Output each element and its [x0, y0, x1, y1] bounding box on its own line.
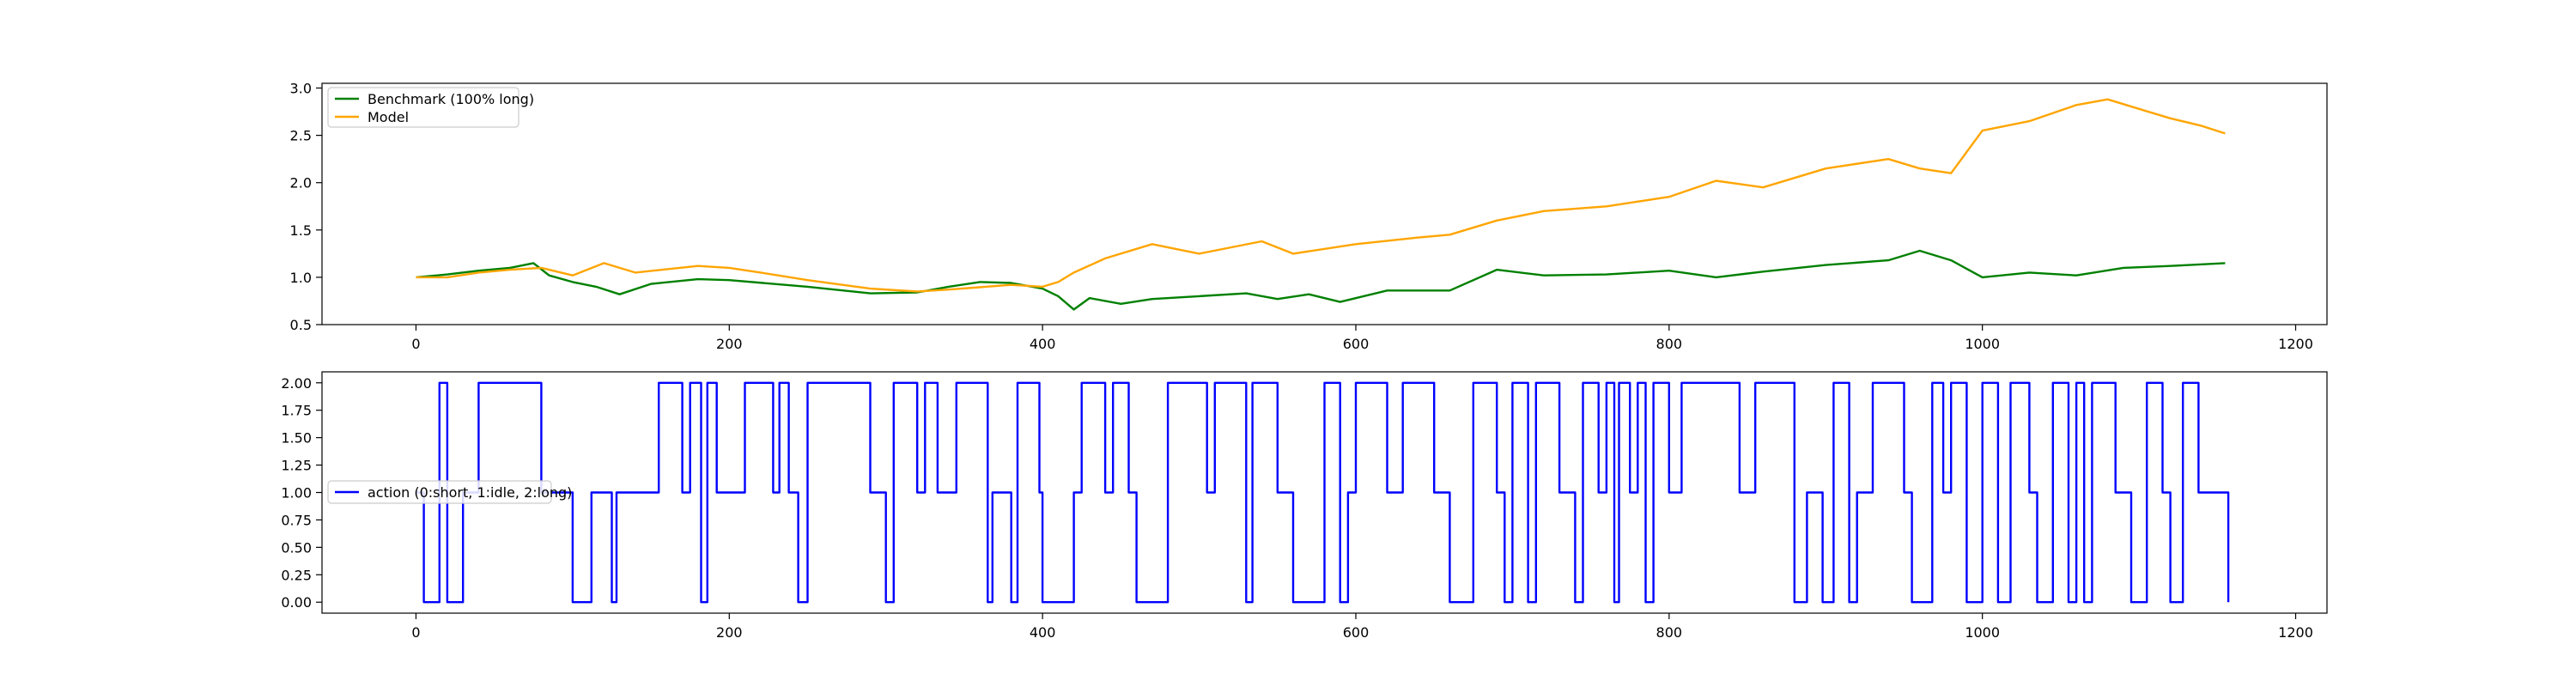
- y-tick-label: 1.00: [281, 485, 312, 502]
- legend: Benchmark (100% long) Model: [327, 87, 534, 128]
- legend-label-action: action (0:short, 1:idle, 2:long): [368, 484, 572, 501]
- y-tick-label: 0.5: [290, 317, 312, 333]
- legend-box: [327, 480, 552, 504]
- y-tick-label: 2.00: [281, 375, 312, 392]
- series-line-action: [416, 381, 2230, 604]
- series-group: [416, 98, 2226, 311]
- y-tick-label: 0.50: [281, 539, 312, 556]
- legend-label-benchmark: Benchmark (100% long): [368, 91, 534, 107]
- x-tick-label: 0: [411, 336, 420, 352]
- legend: action (0:short, 1:idle, 2:long): [327, 480, 572, 504]
- series-line-benchmark: [416, 249, 2226, 311]
- y-tick-label: 0.00: [281, 594, 312, 611]
- y-tick-label: 1.25: [281, 458, 312, 474]
- axes-frame: [321, 82, 2328, 325]
- x-tick-label: 800: [1656, 624, 1683, 641]
- x-tick-label: 1200: [2278, 336, 2313, 352]
- x-tick-label: 800: [1656, 336, 1683, 352]
- y-tick-label: 1.5: [290, 222, 312, 239]
- legend-label-model: Model: [368, 109, 409, 125]
- y-tick-label: 1.75: [281, 403, 312, 419]
- y-tick-label: 3.0: [290, 81, 312, 97]
- y-tick-label: 2.0: [290, 175, 312, 192]
- x-tick-label: 600: [1343, 336, 1370, 352]
- x-tick-label: 400: [1030, 624, 1056, 641]
- x-tick-label: 1000: [1965, 624, 2000, 641]
- series-group: [416, 381, 2230, 604]
- x-tick-label: 1000: [1965, 336, 2000, 352]
- benchmark-vs-model-panel: 0 200 400 600 800 1000 1200 0.5 1.0 1.5 2.0 2.5 3.0 B…: [290, 81, 2328, 352]
- legend-box: [327, 87, 519, 128]
- y-tick-label: 0.25: [281, 567, 312, 583]
- action-panel: 0 200 400 600 800 1000 1200 0.00 0.25 0.50 0.75 1.0…: [281, 371, 2328, 641]
- y-tick-label: 0.75: [281, 512, 312, 528]
- x-tick-label: 0: [411, 624, 420, 641]
- x-tick-label: 1200: [2278, 624, 2313, 641]
- y-tick-label: 2.5: [290, 128, 312, 144]
- x-tick-label: 600: [1343, 624, 1370, 641]
- x-tick-label: 200: [716, 624, 743, 641]
- y-tick-label: 1.50: [281, 430, 312, 447]
- x-tick-label: 400: [1030, 336, 1056, 352]
- series-line-model: [416, 98, 2226, 293]
- x-tick-label: 200: [716, 336, 743, 352]
- y-tick-label: 1.0: [290, 270, 312, 286]
